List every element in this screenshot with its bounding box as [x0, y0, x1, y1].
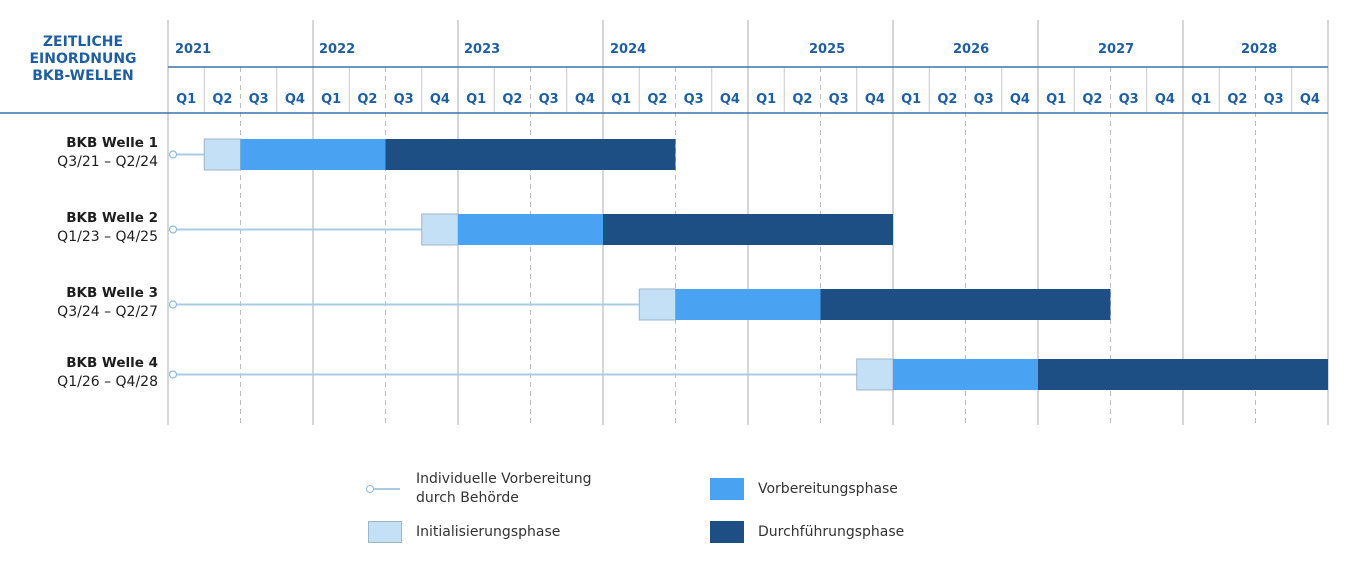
quarter-label: Q2 [792, 92, 812, 107]
initialisierung-bar [638, 288, 676, 321]
year-label-2025: 2025 [809, 42, 845, 57]
quarter-label: Q4 [285, 92, 305, 107]
quarter-label: Q3 [249, 92, 269, 107]
durchfuehrung-bar [603, 214, 893, 245]
individuelle-start-dot [168, 225, 178, 234]
durchfuehrung-bar [1038, 359, 1328, 390]
wave-name: BKB Welle 2 [66, 210, 158, 226]
quarter-label: Q3 [684, 92, 704, 107]
quarter-label: Q3 [1264, 92, 1284, 107]
quarter-label: Q2 [647, 92, 667, 107]
quarter-label: Q1 [176, 92, 196, 107]
quarter-label: Q2 [212, 92, 232, 107]
wave-name: BKB Welle 1 [66, 135, 158, 151]
quarter-label: Q4 [1010, 92, 1030, 107]
quarter-label: Q4 [1300, 92, 1320, 107]
year-label-2026: 2026 [953, 42, 989, 57]
legend-vorbereitung-text: Vorbereitungsphase [758, 480, 898, 497]
year-label-2024: 2024 [610, 42, 646, 57]
vorbereitung-bar [240, 139, 386, 170]
wave-label: BKB Welle 2 Q1/23 – Q4/25 [0, 209, 158, 247]
vorbereitung-bar [458, 214, 603, 245]
timeline-svg: 2021 2022 2023 2024 2025 2026 2027 2028 Q1 Q2 Q3 Q4… [0, 20, 1329, 425]
legend-initialisierung: Initialisierungsphase [368, 521, 560, 543]
year-label-2027: 2027 [1098, 42, 1134, 57]
quarter-label: Q1 [901, 92, 921, 107]
wave-name: BKB Welle 4 [66, 355, 158, 371]
legend-individuelle-line2: durch Behörde [416, 490, 519, 506]
legend-durchfuehrung: Durchführungsphase [710, 521, 904, 543]
initialisierung-bar [203, 138, 241, 171]
legend-durchfuehrung-text: Durchführungsphase [758, 523, 905, 540]
year-label-2023: 2023 [464, 42, 500, 57]
quarter-label: Q1 [1046, 92, 1066, 107]
durchfuehrung-bar [820, 289, 1111, 320]
corner-header: ZEITLICHE EINORDNUNG BKB-WELLEN [0, 34, 166, 85]
quarter-label: Q2 [357, 92, 377, 107]
year-label-2028: 2028 [1241, 42, 1277, 57]
individuelle-line-icon [366, 483, 400, 495]
individuelle-start-dot [168, 370, 178, 379]
durchfuehrung-bar [385, 139, 676, 170]
quarter-label: Q4 [865, 92, 885, 107]
corner-line-2: EINORDNUNG [29, 51, 137, 67]
quarter-label: Q4 [575, 92, 595, 107]
corner-line-3: BKB-WELLEN [32, 68, 134, 84]
wave-range: Q3/21 – Q2/24 [57, 154, 158, 170]
legend-vorbereitung: Vorbereitungsphase [710, 478, 898, 500]
wave-range: Q1/26 – Q4/28 [57, 374, 158, 390]
vorbereitung-swatch-icon [710, 478, 744, 500]
corner-line-1: ZEITLICHE [42, 34, 124, 50]
quarter-label: Q2 [1082, 92, 1102, 107]
year-label-2021: 2021 [175, 42, 211, 57]
quarter-label: Q4 [430, 92, 450, 107]
legend-initialisierung-text: Initialisierungsphase [416, 523, 561, 540]
quarter-label: Q1 [466, 92, 486, 107]
quarter-label: Q2 [502, 92, 522, 107]
quarter-label: Q1 [321, 92, 341, 107]
quarter-label: Q3 [829, 92, 849, 107]
quarter-label: Q3 [1119, 92, 1139, 107]
legend-individuelle-line1: Individuelle Vorbereitung [416, 471, 592, 487]
quarter-label: Q1 [1191, 92, 1211, 107]
wave-range: Q3/24 – Q2/27 [57, 304, 158, 320]
individuelle-start-dot [168, 150, 178, 159]
individuelle-start-dot [168, 300, 178, 309]
legend-individuelle: Individuelle Vorbereitung durch Behörde [366, 470, 592, 508]
wave-range: Q1/23 – Q4/25 [57, 229, 158, 245]
legend-individuelle-text: Individuelle Vorbereitung durch Behörde [416, 470, 592, 508]
quarter-label: Q4 [720, 92, 740, 107]
quarter-label: Q2 [937, 92, 957, 107]
quarter-label: Q3 [974, 92, 994, 107]
vorbereitung-bar [675, 289, 821, 320]
wave-label: BKB Welle 4 Q1/26 – Q4/28 [0, 354, 158, 392]
year-label-2022: 2022 [319, 42, 355, 57]
wave-label: BKB Welle 1 Q3/21 – Q2/24 [0, 134, 158, 172]
quarter-label: Q1 [756, 92, 776, 107]
durchfuehrung-swatch-icon [710, 521, 744, 543]
quarter-label: Q1 [611, 92, 631, 107]
quarter-label: Q3 [394, 92, 414, 107]
initialisierung-bar [421, 213, 459, 246]
quarter-label: Q2 [1227, 92, 1247, 107]
initialisierung-bar [856, 358, 894, 391]
quarter-label: Q4 [1155, 92, 1175, 107]
initialisierung-swatch-icon [368, 521, 402, 543]
wave-label: BKB Welle 3 Q3/24 – Q2/27 [0, 284, 158, 322]
vorbereitung-bar [893, 359, 1038, 390]
wave-name: BKB Welle 3 [66, 285, 158, 301]
quarter-label: Q3 [539, 92, 559, 107]
